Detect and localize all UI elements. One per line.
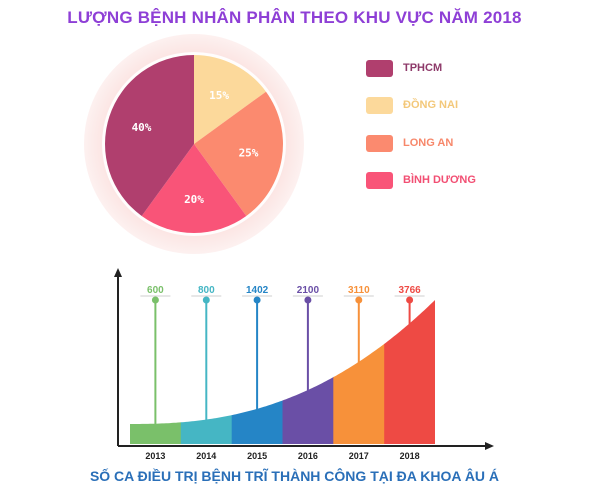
value-dot-2017 [355, 296, 363, 304]
y-axis-arrow [114, 268, 122, 277]
pie-slice-tphcm [105, 55, 194, 216]
x-tick-label-2013: 2013 [145, 451, 165, 461]
pie-label-dong-nai: 15% [209, 89, 229, 102]
legend-swatch [366, 59, 393, 77]
value-label-2017: 3110 [348, 285, 370, 296]
pie-chart-title: LƯỢNG BỆNH NHÂN PHÂN THEO KHU VỰC NĂM 20… [67, 8, 522, 27]
x-tick-label-2014: 2014 [196, 451, 216, 461]
pie-label-binh-duong: 20% [184, 193, 204, 206]
legend-item-dong-nai: ĐỒNG NAI [366, 95, 458, 115]
pie-label-tphcm: 40% [132, 121, 152, 134]
value-dot-2013 [151, 296, 159, 304]
legend-item-tphcm: TPHCM [366, 58, 442, 78]
x-tick-label-2018: 2018 [400, 451, 420, 461]
x-tick-label-2017: 2017 [349, 451, 369, 461]
value-label-2018: 3766 [398, 285, 421, 296]
pie-chart: 15% 25% 20% 40% [84, 34, 304, 254]
legend-label: BÌNH DƯƠNG [403, 174, 476, 186]
legend-label: TPHCM [403, 62, 443, 74]
legend-item-binh-duong: BÌNH DƯƠNG [366, 170, 476, 190]
x-tick-label-2016: 2016 [298, 451, 318, 461]
value-label-2013: 600 [147, 285, 164, 296]
pie-slice-dong-nai [194, 55, 266, 144]
legend-label: LONG AN [403, 137, 454, 149]
value-dot-2015 [253, 296, 261, 304]
legend-swatch [366, 96, 393, 114]
value-dot-2014 [202, 296, 210, 304]
legend-label: ĐỒNG NAI [403, 99, 458, 111]
area-chart-title: SỐ CA ĐIỀU TRỊ BỆNH TRĨ THÀNH CÔNG TẠI Đ… [89, 468, 500, 484]
value-label-2016: 2100 [297, 285, 320, 296]
x-axis-arrow [485, 442, 494, 450]
value-dot-2018 [406, 296, 414, 304]
pie-slice-long-an [194, 91, 283, 216]
pie-slice-binh-duong [141, 144, 247, 233]
value-label-2014: 800 [198, 285, 215, 296]
legend-item-long-an: LONG AN [366, 133, 453, 153]
value-label-2015: 1402 [246, 285, 269, 296]
legend-swatch [366, 171, 393, 189]
pie-label-long-an: 25% [239, 147, 259, 160]
value-dot-2016 [304, 296, 312, 304]
x-tick-label-2015: 2015 [247, 451, 267, 461]
legend-swatch [366, 134, 393, 152]
